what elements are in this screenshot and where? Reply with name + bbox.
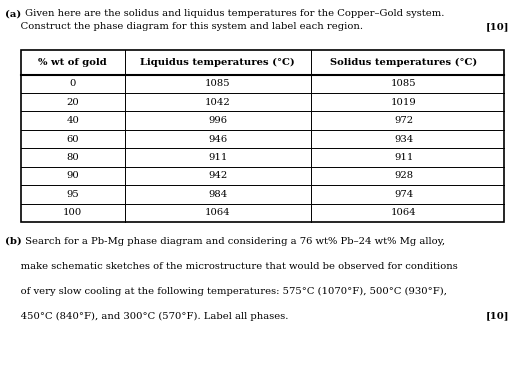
- Text: 972: 972: [394, 116, 413, 125]
- Text: 1085: 1085: [205, 79, 231, 88]
- Text: Construct the phase diagram for this system and label each region.: Construct the phase diagram for this sys…: [5, 22, 363, 31]
- Text: 942: 942: [208, 171, 227, 181]
- Text: 40: 40: [66, 116, 79, 125]
- Text: (b): (b): [5, 237, 22, 246]
- Text: 974: 974: [394, 190, 414, 199]
- Text: 0: 0: [69, 79, 76, 88]
- Text: 928: 928: [394, 171, 413, 181]
- Text: % wt of gold: % wt of gold: [38, 58, 107, 66]
- Text: 100: 100: [63, 208, 82, 217]
- Bar: [21, 50, 504, 222]
- Text: 1064: 1064: [391, 208, 417, 217]
- Text: 1085: 1085: [391, 79, 417, 88]
- Text: 20: 20: [66, 98, 79, 107]
- Text: Search for a Pb-Mg phase diagram and considering a 76 wt% Pb–24 wt% Mg alloy,: Search for a Pb-Mg phase diagram and con…: [22, 237, 445, 246]
- Text: Solidus temperatures (°C): Solidus temperatures (°C): [330, 58, 477, 67]
- Text: 90: 90: [66, 171, 79, 181]
- Text: 1042: 1042: [205, 98, 231, 107]
- Text: [10]: [10]: [486, 22, 509, 31]
- Text: (a): (a): [5, 9, 21, 18]
- Text: Liquidus temperatures (°C): Liquidus temperatures (°C): [140, 58, 295, 67]
- Text: Given here are the solidus and liquidus temperatures for the Copper–Gold system.: Given here are the solidus and liquidus …: [22, 9, 444, 18]
- Text: 80: 80: [66, 153, 79, 162]
- Text: 95: 95: [66, 190, 79, 199]
- Text: 984: 984: [208, 190, 227, 199]
- Text: 911: 911: [394, 153, 414, 162]
- Text: 450°C (840°F), and 300°C (570°F). Label all phases.: 450°C (840°F), and 300°C (570°F). Label …: [5, 312, 288, 321]
- Text: make schematic sketches of the microstructure that would be observed for conditi: make schematic sketches of the microstru…: [5, 262, 458, 271]
- Text: 946: 946: [208, 135, 227, 143]
- Text: [10]: [10]: [486, 312, 509, 321]
- Text: 911: 911: [208, 153, 227, 162]
- Text: 934: 934: [394, 135, 414, 143]
- Text: 1064: 1064: [205, 208, 231, 217]
- Text: of very slow cooling at the following temperatures: 575°C (1070°F), 500°C (930°F: of very slow cooling at the following te…: [5, 287, 447, 296]
- Text: 60: 60: [66, 135, 79, 143]
- Text: 996: 996: [208, 116, 227, 125]
- Text: 1019: 1019: [391, 98, 417, 107]
